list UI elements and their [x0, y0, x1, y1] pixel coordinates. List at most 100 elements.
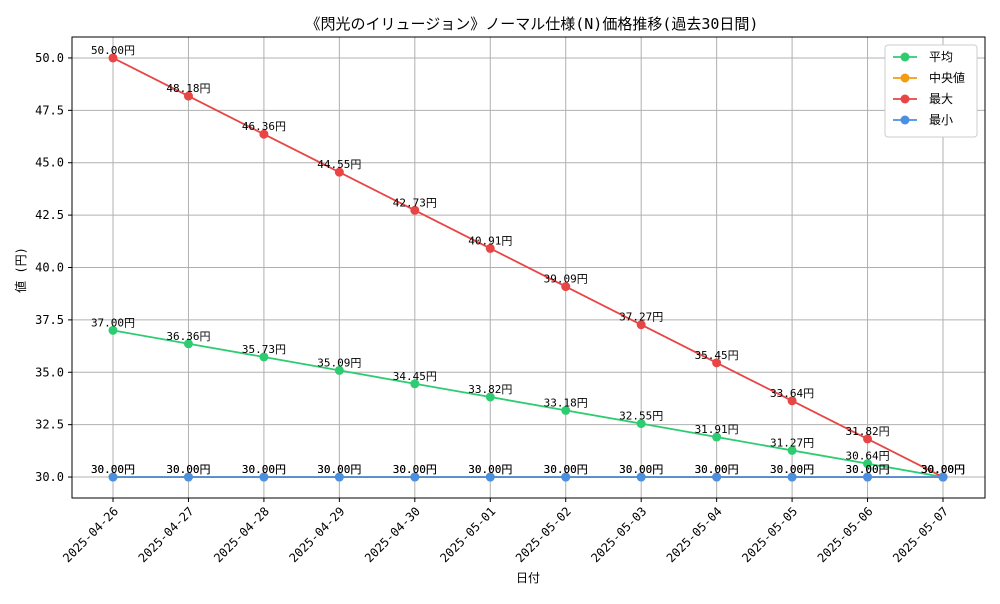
data-label: 31.91円: [695, 423, 739, 436]
legend-marker: [900, 115, 910, 125]
y-tick-label: 42.5: [35, 208, 64, 222]
data-point: [561, 282, 571, 292]
data-point: [863, 434, 873, 444]
data-point: [183, 339, 193, 349]
legend-label: 最小: [929, 113, 953, 127]
data-label: 35.73円: [242, 343, 286, 356]
data-point: [183, 91, 193, 101]
data-point: [863, 459, 873, 469]
y-axis-label: 値 (円): [13, 247, 28, 293]
data-label: 30.00円: [845, 463, 889, 476]
legend-box: [884, 44, 978, 138]
y-tick-label: 50.0: [35, 51, 64, 65]
data-label: 30.00円: [393, 463, 437, 476]
data-label: 33.82円: [468, 383, 512, 396]
data-label: 46.36円: [242, 120, 286, 133]
series-line: [112, 329, 944, 478]
data-point: [108, 472, 118, 482]
data-label: 40.91円: [468, 234, 512, 247]
data-point: [259, 352, 269, 362]
series-line: [112, 57, 944, 478]
data-label: 30.00円: [695, 463, 739, 476]
data-point: [410, 379, 420, 389]
data-label: 30.00円: [770, 463, 814, 476]
data-label: 30.00円: [921, 463, 965, 476]
data-point: [712, 358, 722, 368]
y-tick-label: 30.0: [35, 470, 64, 484]
data-label: 30.00円: [166, 463, 210, 476]
legend-label: 最大: [929, 92, 953, 106]
legend-marker: [900, 52, 910, 62]
data-label: 42.73円: [393, 196, 437, 209]
data-label: 48.18円: [166, 82, 210, 95]
chart-title: 《閃光のイリュージョン》ノーマル仕様(N)価格推移(過去30日間): [306, 15, 759, 33]
y-tick-label: 47.5: [35, 103, 64, 117]
data-label: 30.00円: [91, 463, 135, 476]
data-label: 30.00円: [619, 463, 663, 476]
data-label: 31.82円: [845, 425, 889, 438]
data-point: [259, 472, 269, 482]
data-label: 30.00円: [242, 463, 286, 476]
data-point: [636, 320, 646, 330]
data-label: 30.00円: [544, 463, 588, 476]
data-label: 30.00円: [619, 463, 663, 476]
data-label: 30.64円: [845, 450, 889, 463]
series-lines: [108, 53, 948, 482]
data-point: [561, 472, 571, 482]
data-point: [787, 445, 797, 455]
y-tick-label: 40.0: [35, 261, 64, 275]
data-point: [712, 472, 722, 482]
data-point: [787, 472, 797, 482]
data-point: [485, 392, 495, 402]
data-label: 30.00円: [845, 463, 889, 476]
data-label: 35.45円: [695, 349, 739, 362]
y-tick-label: 32.5: [35, 418, 64, 432]
data-labels: 37.00円 36.36円 35.73円 35.09円 34.45円 33.82円 33.1…: [91, 44, 965, 476]
data-label: 32.55円: [619, 410, 663, 423]
data-label: 34.45円: [393, 370, 437, 383]
data-label: 30.00円: [317, 463, 361, 476]
data-label: 30.00円: [242, 463, 286, 476]
data-label: 30.00円: [770, 463, 814, 476]
data-point: [561, 405, 571, 415]
data-label: 30.00円: [468, 463, 512, 476]
data-point: [712, 432, 722, 442]
data-label: 33.18円: [544, 396, 588, 409]
data-point: [410, 205, 420, 215]
data-label: 30.00円: [317, 463, 361, 476]
data-point: [636, 472, 646, 482]
legend-label: 平均: [929, 50, 953, 64]
data-label: 30.00円: [166, 463, 210, 476]
data-label: 30.00円: [91, 463, 135, 476]
data-point: [636, 419, 646, 429]
data-label: 39.09円: [544, 273, 588, 286]
data-point: [108, 325, 118, 335]
data-point: [183, 472, 193, 482]
legend-marker: [900, 94, 910, 104]
x-axis-label: 日付: [516, 571, 540, 585]
data-point: [485, 243, 495, 253]
data-point: [485, 472, 495, 482]
data-point: [938, 472, 948, 482]
legend-label: 中央値: [929, 70, 965, 85]
data-label: 30.00円: [921, 463, 965, 476]
data-label: 37.00円: [91, 316, 135, 329]
data-point: [108, 53, 118, 63]
data-label: 33.64円: [770, 387, 814, 400]
y-tick-label: 45.0: [35, 156, 64, 170]
data-point: [259, 129, 269, 139]
data-label: 30.00円: [921, 463, 965, 476]
data-label: 30.00円: [544, 463, 588, 476]
data-point: [334, 365, 344, 375]
legend-marker: [900, 73, 910, 83]
data-label: 44.55円: [317, 158, 361, 171]
data-label: 37.27円: [619, 311, 663, 324]
data-label: 31.27円: [770, 436, 814, 449]
data-label: 30.00円: [468, 463, 512, 476]
data-label: 30.00円: [695, 463, 739, 476]
data-point: [863, 472, 873, 482]
